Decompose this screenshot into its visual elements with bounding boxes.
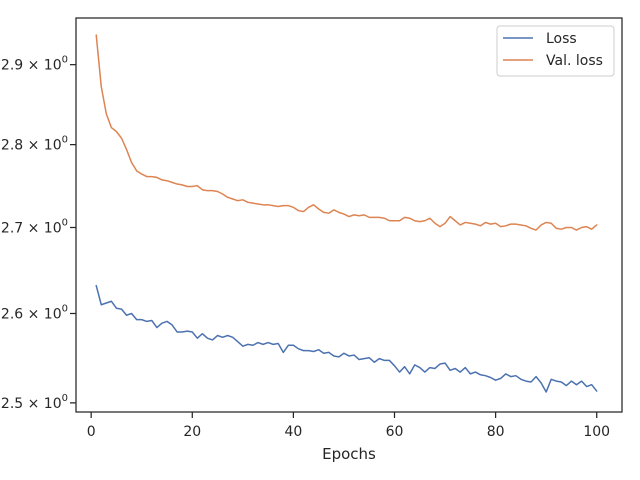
legend: Loss Val. loss bbox=[496, 25, 615, 77]
legend-label: Loss bbox=[546, 31, 577, 47]
x-tick-label: 60 bbox=[386, 424, 404, 440]
x-axis-ticks: 0 20 40 60 80 100 bbox=[87, 412, 610, 440]
y-tick-label: 2.6 × 100 bbox=[1, 303, 68, 322]
x-axis-label: Epochs bbox=[322, 445, 376, 463]
x-tick-label: 0 bbox=[87, 424, 96, 440]
series-line-val-loss bbox=[95, 34, 598, 231]
x-tick-label: 40 bbox=[284, 424, 302, 440]
x-tick-label: 80 bbox=[487, 424, 505, 440]
x-tick-label: 20 bbox=[183, 424, 201, 440]
y-tick-label: 2.7 × 100 bbox=[1, 217, 68, 236]
y-tick-label: 2.9 × 100 bbox=[1, 55, 68, 74]
y-tick-label: 2.5 × 100 bbox=[1, 393, 68, 412]
series-line-loss bbox=[95, 284, 598, 393]
y-axis-ticks: 2.5 × 100 2.6 × 100 2.7 × 100 2.8 × 100 2.9 … bbox=[1, 55, 76, 412]
axes-frame bbox=[75, 17, 623, 413]
series-layer bbox=[95, 34, 598, 393]
y-tick-label: 2.8 × 100 bbox=[1, 135, 68, 154]
x-tick-label: 100 bbox=[583, 424, 610, 440]
legend-label: Val. loss bbox=[546, 53, 603, 69]
